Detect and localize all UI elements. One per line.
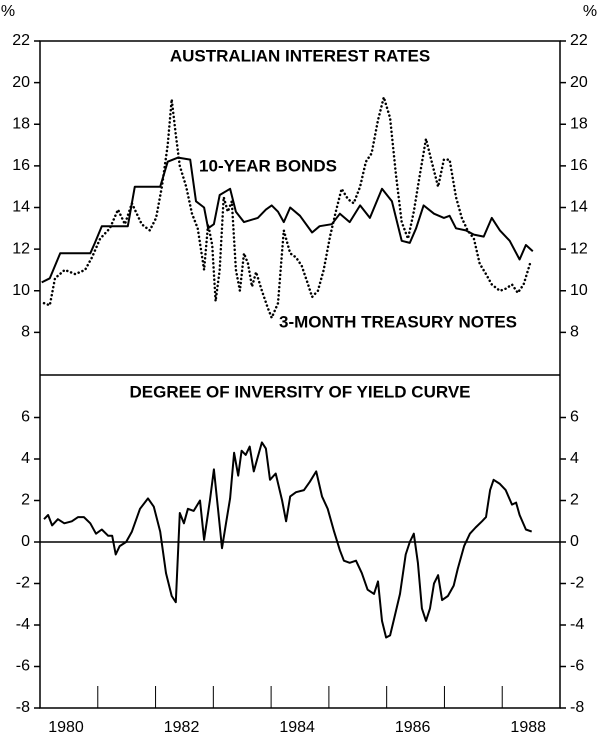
y-tick-label-right: -8 (570, 699, 584, 716)
y-tick-label-right: -2 (570, 575, 584, 592)
y-unit-right: % (583, 3, 597, 20)
chart-title: AUSTRALIAN INTEREST RATES (170, 46, 430, 65)
y-tick-label-left: 6 (21, 409, 30, 426)
series-label: 3-MONTH TREASURY NOTES (279, 312, 517, 331)
y-tick-label-left: 14 (12, 199, 30, 216)
x-tick-label: 1982 (164, 719, 200, 736)
y-tick-label-right: 10 (570, 282, 588, 299)
y-tick-label-left: -4 (16, 616, 30, 633)
y-tick-label-left: -8 (16, 699, 30, 716)
y-tick-label-right: -4 (570, 616, 584, 633)
y-tick-label-left: -6 (16, 658, 30, 675)
y-unit-left: % (1, 3, 15, 20)
x-tick-label: 1988 (510, 719, 546, 736)
y-tick-label-left: 20 (12, 74, 30, 91)
series-line (42, 95, 532, 320)
y-tick-label-right: 4 (570, 450, 579, 467)
y-tick-label-right: 0 (570, 533, 579, 550)
y-tick-label-right: 22 (570, 32, 588, 49)
x-tick-label: 1986 (395, 719, 431, 736)
y-tick-label-left: 2 (21, 492, 30, 509)
y-tick-label-left: -2 (16, 575, 30, 592)
y-tick-label-right: 18 (570, 115, 588, 132)
x-tick-label: 1980 (48, 719, 84, 736)
y-tick-label-right: 6 (570, 409, 579, 426)
y-tick-label-left: 4 (21, 450, 30, 467)
y-tick-label-left: 22 (12, 32, 30, 49)
y-tick-label-left: 8 (21, 324, 30, 341)
y-tick-label-right: 2 (570, 492, 579, 509)
x-tick-label: 1984 (279, 719, 315, 736)
y-tick-label-right: 14 (570, 199, 588, 216)
series-label: 10-YEAR BONDS (199, 156, 337, 175)
y-tick-label-left: 10 (12, 282, 30, 299)
chart-title: DEGREE OF INVERSITY OF YIELD CURVE (129, 382, 470, 401)
series-line (41, 156, 534, 284)
y-tick-label-right: 8 (570, 324, 579, 341)
y-tick-label-right: 16 (570, 157, 588, 174)
y-tick-label-left: 0 (21, 533, 30, 550)
y-tick-label-left: 18 (12, 115, 30, 132)
y-tick-label-left: 16 (12, 157, 30, 174)
y-tick-label-right: 20 (570, 74, 588, 91)
series-line (43, 441, 533, 639)
y-tick-label-right: -6 (570, 658, 584, 675)
y-tick-label-left: 12 (12, 240, 30, 257)
y-tick-label-right: 12 (570, 240, 588, 257)
